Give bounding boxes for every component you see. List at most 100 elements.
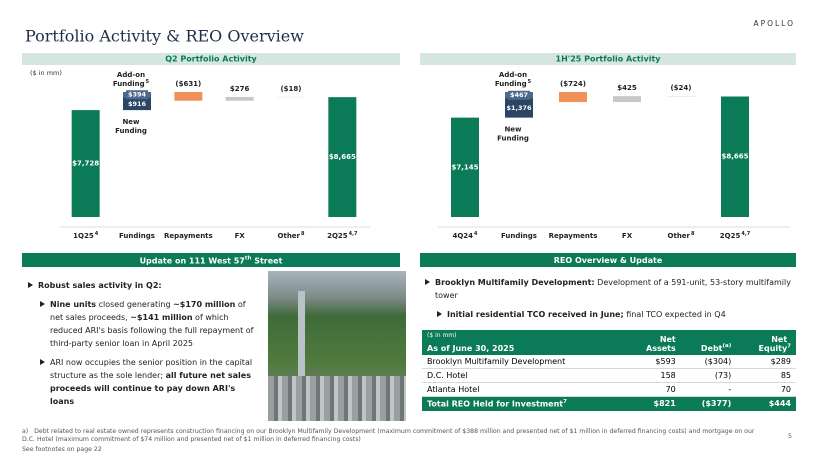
- table-cell: D.C. Hotel: [422, 368, 627, 383]
- total-cell: $821: [626, 396, 681, 411]
- footnote-marker: a): [22, 428, 29, 435]
- chart-header-bg: [22, 53, 400, 65]
- series-label-line: New: [122, 118, 140, 126]
- header-text: Debt: [700, 344, 723, 353]
- table-cell: 158: [626, 368, 681, 383]
- total-text: ($377): [701, 399, 732, 409]
- category-note: 4,7: [349, 231, 358, 237]
- value-label: $467: [510, 91, 528, 99]
- series-note: 5: [528, 79, 532, 85]
- value-label-bg: [126, 99, 148, 109]
- photo-city: [268, 376, 406, 421]
- bullet-text: ARI now occupies the senior position in …: [50, 358, 253, 380]
- category-note: 4: [474, 231, 478, 237]
- x-tick-label: 4Q244: [452, 231, 478, 241]
- series-label-line: Funding: [113, 80, 145, 88]
- chart-title: 1H'25 Portfolio Activity: [556, 55, 662, 64]
- value-label-bg: [508, 90, 530, 100]
- series-label: Add-on Funding5: [495, 71, 532, 88]
- bullet-text: of net sales proceeds,: [50, 300, 246, 322]
- series-note: 5: [146, 79, 150, 85]
- table-cell: -: [680, 382, 737, 397]
- value-label-bg: [508, 103, 530, 113]
- total-text: Total REO Held for Investment: [427, 399, 564, 409]
- bullet-arrow: [40, 301, 45, 307]
- series-label-line: Funding: [497, 135, 529, 143]
- bar: [328, 97, 357, 217]
- x-tick-label: Other8: [278, 231, 305, 241]
- table-cell: (73): [680, 368, 737, 383]
- series-label-line: Funding: [115, 127, 147, 135]
- unit-note: ($ in mm): [427, 332, 457, 339]
- series-label-line: Funding: [495, 80, 527, 88]
- table-cell: 70: [626, 382, 681, 397]
- category: FX: [235, 232, 246, 240]
- header-cell: Debt(a): [680, 330, 737, 355]
- category: 1Q25: [73, 232, 94, 240]
- category: Other: [278, 232, 301, 240]
- table-row: Atlanta Hotel 70-70: [422, 382, 796, 397]
- page-title: Portfolio Activity & REO Overview: [25, 27, 304, 46]
- value-label: $394: [128, 91, 147, 99]
- value-label: $8,665: [721, 153, 748, 161]
- x-tick-label: 2Q254,7: [720, 231, 751, 241]
- bullet: Brooklyn Multifamily Development: Develo…: [425, 276, 795, 302]
- header-row: ($ in mm) As of June 30, 2025 Net Assets De…: [422, 330, 796, 355]
- value-label: $276: [230, 85, 250, 93]
- value-label: $7,145: [451, 163, 478, 171]
- table-cell: 85: [736, 368, 796, 383]
- unit-note: ($ in mm): [30, 69, 62, 77]
- see-also: See footnotes on page 22: [22, 446, 102, 453]
- value-label: ($18): [280, 85, 301, 93]
- series-label: Add-on Funding5: [113, 71, 150, 88]
- photo-tower: [298, 291, 305, 401]
- total-row: Total REO Held for Investment7 $821 ($377)…: [422, 396, 796, 411]
- total-cell: ($377): [680, 396, 737, 411]
- x-tick-label: Repayments: [164, 232, 213, 240]
- bullet-text: of which reduced ARI's basis following t…: [50, 313, 254, 348]
- series-label-line: New: [504, 126, 522, 134]
- bar: [613, 96, 641, 103]
- x-tick-label: FX: [622, 232, 633, 240]
- category: Fundings: [119, 232, 155, 240]
- category: Repayments: [549, 232, 598, 240]
- category: Fundings: [501, 232, 537, 240]
- bar: [451, 117, 479, 217]
- series-label-line: Add-on: [117, 71, 145, 79]
- value-label: $1,376: [506, 104, 532, 112]
- total-text: $821: [653, 399, 676, 409]
- total-cell: $444: [736, 396, 796, 411]
- category-note: 4,7: [741, 231, 750, 237]
- series-label: New Funding: [497, 126, 529, 143]
- photo: [268, 271, 406, 421]
- bullet-text: Initial residential TCO received in June…: [447, 310, 624, 319]
- x-tick-label: 1Q254: [73, 231, 99, 241]
- category-note: 8: [691, 231, 695, 237]
- bullet-text: Robust sales activity in Q2:: [38, 281, 162, 290]
- table-wrap: ($ in mm) As of June 30, 2025 Net Assets De…: [422, 330, 796, 411]
- bullet-arrow: [40, 359, 45, 365]
- bullet-text: Nine units: [50, 300, 97, 309]
- category: Repayments: [164, 232, 213, 240]
- header-text: As of June 30, 2025: [427, 344, 515, 353]
- bar: [174, 92, 203, 101]
- reo-table: ($ in mm) As of June 30, 2025 Net Assets De…: [422, 330, 796, 411]
- table-cell: Atlanta Hotel: [422, 382, 627, 397]
- bar: [71, 110, 100, 217]
- x-tick-label: FX: [235, 232, 246, 240]
- logo: APOLLO: [753, 19, 795, 28]
- footnote: a) Debt related to real estate owned rep…: [22, 428, 767, 444]
- bullet: Initial residential TCO received in June…: [425, 308, 795, 321]
- value-label: $7,728: [72, 160, 99, 168]
- table-cell: 70: [736, 382, 796, 397]
- series-label: New Funding: [115, 118, 147, 135]
- section-header-bg: [420, 253, 796, 267]
- value-label: ($24): [670, 84, 691, 92]
- bullet-text: ~$141 million: [130, 313, 193, 322]
- value-label: $425: [617, 84, 637, 92]
- table-cell: $289: [736, 355, 796, 369]
- x-tick-label: Fundings: [501, 232, 537, 240]
- bullet-text: ~$170 million: [173, 300, 236, 309]
